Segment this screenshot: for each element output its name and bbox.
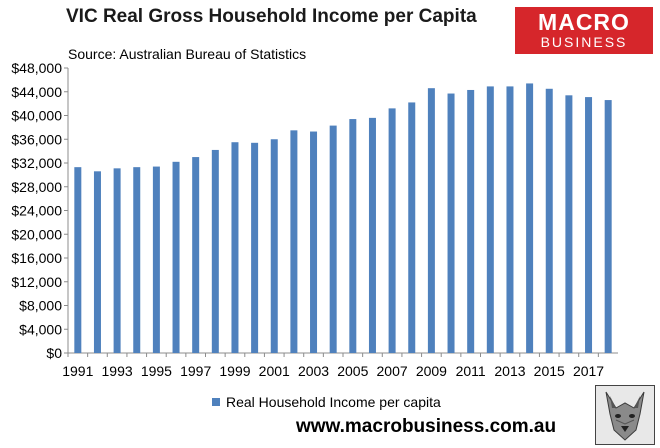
x-tick-label: 2015: [534, 363, 565, 379]
y-tick-label: $48,000: [11, 60, 62, 76]
y-tick-label: $36,000: [11, 131, 62, 147]
bar: [565, 95, 573, 353]
y-tick-label: $20,000: [11, 226, 62, 242]
chart-source: Source: Australian Bureau of Statistics: [68, 46, 307, 62]
bar: [152, 166, 160, 353]
bar: [486, 86, 494, 353]
bar: [604, 100, 612, 353]
macro-business-logo: MACRO BUSINESS: [515, 7, 653, 54]
y-tick-label: $40,000: [11, 108, 62, 124]
bar: [172, 161, 180, 353]
bar: [133, 167, 141, 353]
x-tick-label: 2005: [337, 363, 368, 379]
bar: [211, 149, 219, 353]
x-tick-label: 2001: [259, 363, 290, 379]
bar: [231, 142, 239, 353]
bar: [408, 102, 416, 353]
bar: [192, 157, 200, 353]
wolf-logo-icon: [595, 385, 655, 445]
chart-bars: [74, 83, 612, 353]
bar: [467, 89, 475, 353]
y-tick-label: $4,000: [19, 321, 62, 337]
bar: [526, 83, 534, 353]
bar: [74, 167, 82, 353]
bar: [388, 108, 396, 353]
x-tick-label: 1993: [102, 363, 133, 379]
y-tick-label: $0: [46, 345, 62, 361]
y-axis-tick-labels: $0 $4,000 $8,000 $12,000 $16,000 $20,000 $24,0…: [11, 60, 62, 361]
bar: [113, 168, 121, 353]
x-tick-label: 2017: [573, 363, 604, 379]
bar: [93, 171, 101, 353]
y-tick-label: $12,000: [11, 274, 62, 290]
x-axis-tick-labels: 1991 1993 1995 1997 1999 2001 2003 2005 2007 2009…: [62, 363, 604, 379]
bar: [585, 97, 593, 353]
x-tick-label: 2009: [416, 363, 447, 379]
y-tick-label: $44,000: [11, 84, 62, 100]
footer-url: www.macrobusiness.com.au: [296, 416, 557, 437]
y-tick-label: $28,000: [11, 179, 62, 195]
bar: [349, 119, 357, 353]
logo-text-business: BUSINESS: [540, 34, 628, 50]
y-tick-label: $32,000: [11, 155, 62, 171]
y-tick-label: $24,000: [11, 203, 62, 219]
x-tick-label: 2013: [494, 363, 525, 379]
chart-title: VIC Real Gross Household Income per Capi…: [66, 6, 477, 27]
y-tick-label: $16,000: [11, 250, 62, 266]
bar: [290, 130, 298, 353]
x-tick-label: 2003: [298, 363, 329, 379]
chart-axes: [64, 67, 618, 357]
logo-text-macro: MACRO: [538, 9, 630, 35]
bar: [270, 139, 278, 353]
x-tick-label: 1997: [180, 363, 211, 379]
bar: [427, 88, 435, 353]
legend-label: Real Household Income per capita: [226, 394, 441, 410]
x-tick-label: 1991: [62, 363, 93, 379]
bar: [329, 125, 337, 353]
x-tick-label: 1999: [219, 363, 250, 379]
bar: [310, 131, 318, 353]
x-tick-label: 1995: [141, 363, 172, 379]
legend-swatch: [212, 398, 220, 406]
x-tick-label: 2011: [456, 363, 486, 379]
bar: [251, 142, 259, 353]
x-tick-label: 2007: [377, 363, 408, 379]
y-tick-label: $8,000: [19, 298, 62, 314]
bar: [545, 88, 553, 353]
chart-legend: Real Household Income per capita: [212, 394, 441, 410]
bar: [447, 93, 455, 353]
bar: [368, 117, 376, 353]
bar: [506, 86, 514, 353]
